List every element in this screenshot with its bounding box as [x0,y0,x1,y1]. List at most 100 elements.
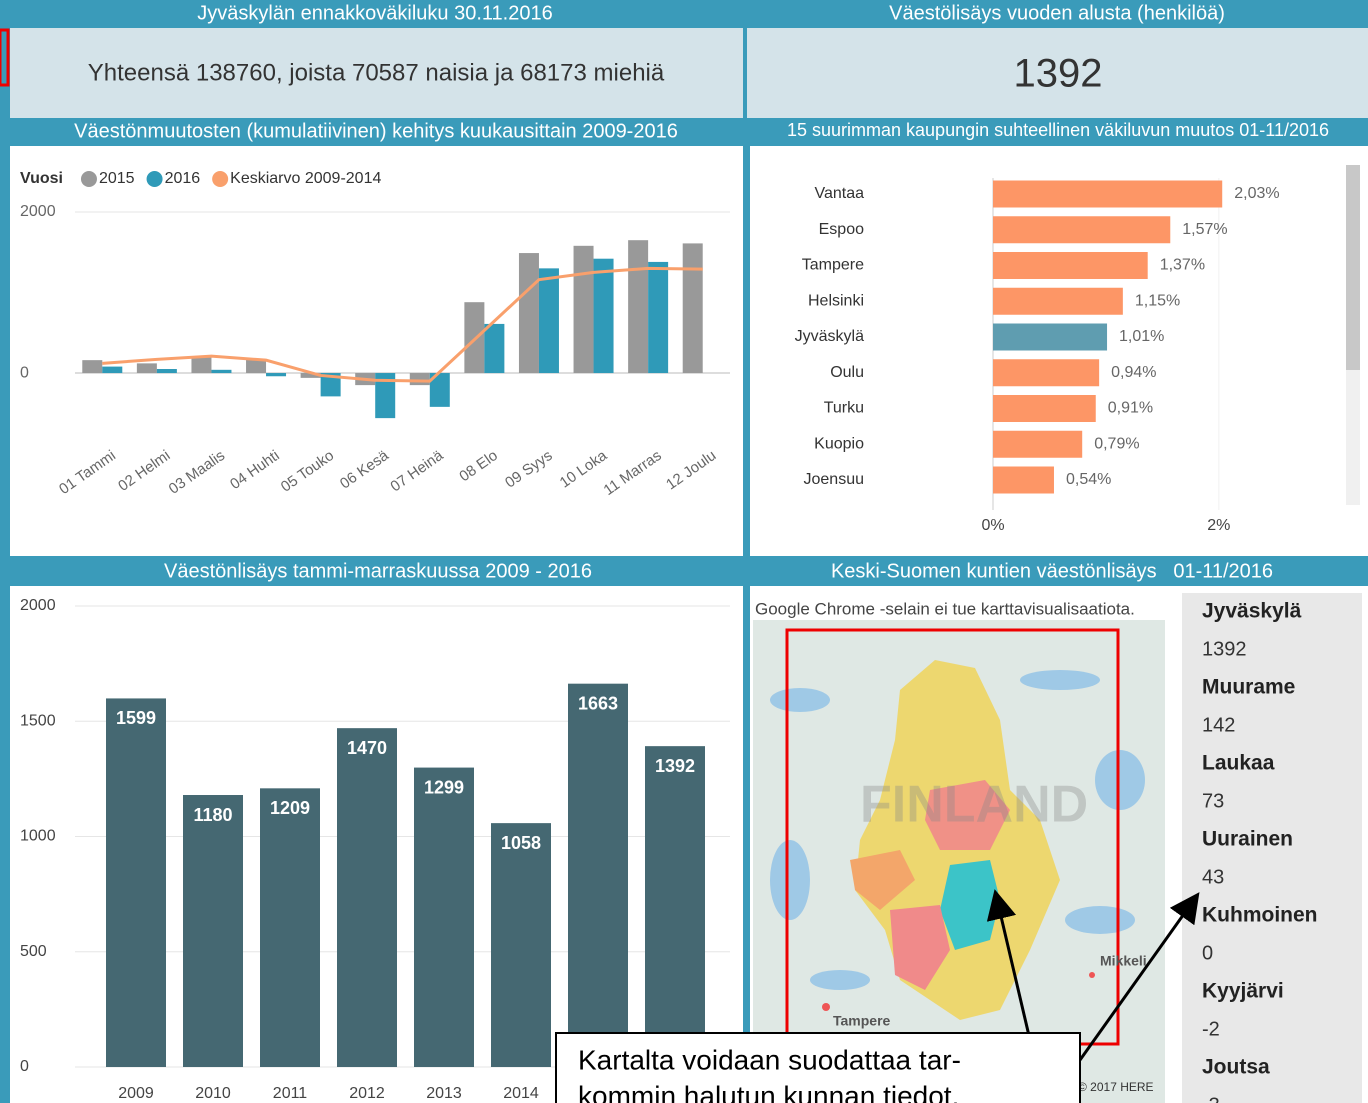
x-tick-label: 2009 [118,1085,154,1102]
y-tick-label: Jyväskylä [795,328,864,345]
bar [106,698,166,1067]
bar [628,240,648,373]
y-tick-label: Espoo [819,221,864,238]
y-tick-label: 0 [20,1058,29,1075]
x-tick-label: 2% [1207,517,1230,534]
summary-text: Yhteensä 138760, joista 70587 naisia ja … [88,59,665,86]
data-label: 1599 [116,708,156,728]
y-tick-label: 500 [20,943,47,960]
data-label: 0,91% [1108,400,1153,417]
bar [993,181,1222,208]
y-tick-label: 1500 [20,712,56,729]
bar [594,259,614,373]
dashboard: Jyväskylän ennakkoväkiluku 30.11.2016 Vä… [0,0,1368,1103]
municipality-name: Muurame [1202,676,1295,699]
bar [539,268,559,373]
municipality-value: 43 [1202,866,1224,888]
y-tick-label: 0 [20,364,29,381]
x-tick-label: 0% [981,517,1004,534]
municipality-value: -3 [1202,1094,1220,1103]
panel-title: Väestölisäys vuoden alusta (henkilöä) [889,2,1225,24]
panel-title: Väestönmuutosten (kumulatiivinen) kehity… [74,120,678,142]
y-tick-label: Helsinki [808,292,864,309]
x-tick-label: 2011 [273,1085,308,1102]
bar [157,369,177,373]
y-tick-label: Vantaa [814,185,864,202]
bar [993,467,1054,494]
y-tick-label: 2000 [20,597,56,614]
municipality-value: 0 [1202,942,1213,964]
y-tick-label: Joensuu [804,471,865,488]
legend-label: 2016 [165,170,201,187]
data-label: 1058 [501,833,541,853]
bar [266,373,286,376]
bar [191,357,211,373]
y-tick-label: Kuopio [814,435,864,452]
map-label: FINLAND [860,776,1088,834]
data-label: 1299 [424,777,464,797]
bar [102,367,122,373]
municipality-name: Jyväskylä [1202,600,1302,623]
data-label: 1470 [347,738,387,758]
municipality-name: Laukaa [1202,752,1275,775]
data-label: 1663 [578,693,618,713]
bar [568,684,628,1067]
legend-marker [81,171,97,187]
panel-title: Jyväskylän ennakkoväkiluku 30.11.2016 [197,2,552,24]
y-tick-label: Oulu [830,364,864,381]
data-label: 1,01% [1119,328,1164,345]
x-tick-label: 2014 [503,1085,539,1102]
x-tick-label: 2010 [195,1085,231,1102]
municipality-value: 1392 [1202,638,1247,660]
x-tick-label: 2012 [349,1085,385,1102]
data-label: 0,79% [1094,435,1139,452]
y-tick-label: Turku [824,400,864,417]
legend-title: Vuosi [20,170,63,187]
municipality-name: Kyyjärvi [1202,980,1284,1003]
panel-title: Väestönlisäys tammi-marraskuussa 2009 - … [164,560,592,582]
bar [683,243,703,373]
bar [993,252,1148,279]
bar [410,373,430,385]
map[interactable]: FINLAND Tampere Mikkeli © 2017 HERE [753,620,1165,1103]
municipality-name: Uurainen [1202,828,1293,851]
panel-title: 15 suurimman kaupungin suhteellinen väki… [787,120,1329,140]
bar [491,823,551,1067]
bar [484,324,504,373]
legend-label: 2015 [99,170,135,187]
scrollbar-thumb[interactable] [1346,165,1360,370]
bar [993,324,1107,351]
bar [993,395,1096,422]
city-dot [1089,972,1095,978]
data-label: 1209 [270,798,310,818]
bar [645,746,705,1067]
bar [414,768,474,1067]
bar [993,359,1099,386]
panel-title: Keski-Suomen kuntien väestönlisäys 01-11… [831,560,1273,582]
data-label: 1,57% [1182,221,1227,238]
legend-marker [147,171,163,187]
y-tick-label: 2000 [20,203,56,220]
municipality-name: Joutsa [1202,1056,1270,1079]
bar [82,360,102,373]
municipality-value: 142 [1202,714,1235,736]
municipality-value: 73 [1202,790,1224,812]
x-tick-label: 2013 [426,1085,462,1102]
data-label: 2,03% [1234,185,1279,202]
data-label: 1,37% [1160,257,1205,274]
data-label: 1180 [193,805,232,825]
city-dot [822,1003,830,1011]
callout-text: kommin halutun kunnan tiedot. [578,1080,959,1103]
map-notice: Google Chrome -selain ei tue karttavisua… [755,599,1135,618]
data-label: 1392 [655,756,695,776]
municipality-value: -2 [1202,1018,1220,1040]
bar [993,288,1123,315]
map-label: © 2017 HERE [1078,1080,1154,1094]
bar [648,262,668,373]
y-tick-label: Tampere [802,257,864,274]
bar [574,246,594,373]
legend-marker [212,171,228,187]
map-label: Tampere [833,1013,891,1029]
total-value: 1392 [1014,52,1103,96]
selection-marker [0,30,8,85]
